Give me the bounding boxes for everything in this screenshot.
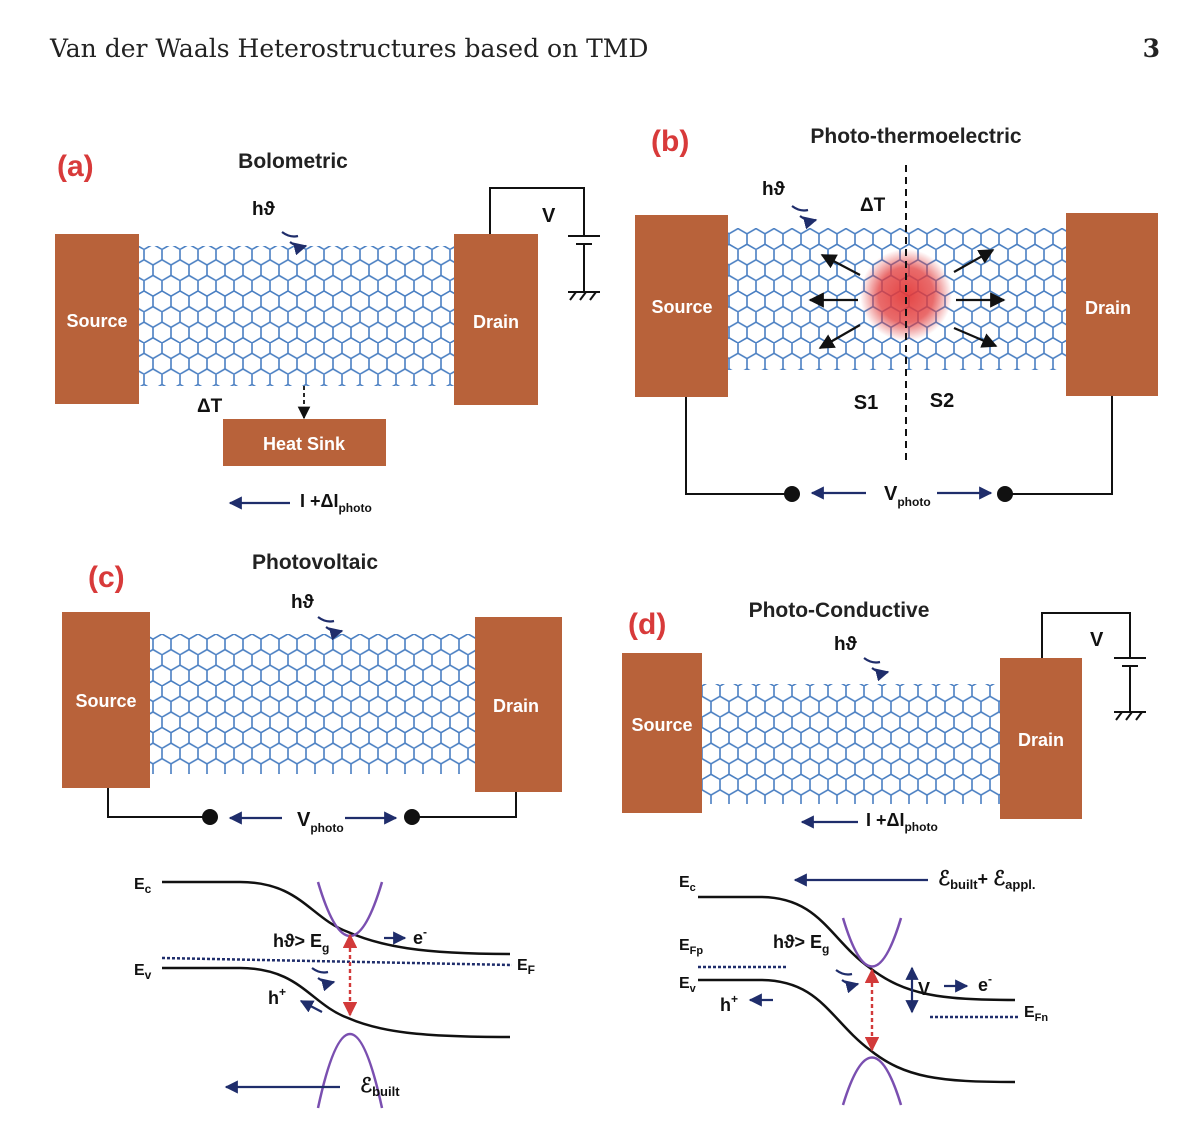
bias-label: V xyxy=(918,979,930,999)
measurement-circuit xyxy=(685,396,1113,495)
photon-label: hϑ xyxy=(762,179,786,200)
terminal-right xyxy=(404,809,420,825)
panel-b-label: (b) xyxy=(651,125,689,158)
measurement-circuit xyxy=(107,788,517,818)
source-electrode xyxy=(635,215,728,397)
source-label: Source xyxy=(66,311,127,331)
voltage-label: V xyxy=(1090,629,1104,651)
panel-b-title: Photo-thermoelectric xyxy=(810,125,1022,148)
heat-spread-arrows xyxy=(808,249,1006,349)
panel-b: (b) Photo-thermoelectric Source Drain hϑ… xyxy=(635,125,1158,509)
drain-label: Drain xyxy=(1018,730,1064,750)
excitation-label: hϑ> Eg xyxy=(773,932,829,956)
excitation-label: hϑ> Eg xyxy=(273,931,329,955)
ec-label: Ec xyxy=(679,874,696,894)
panel-a: (a) Bolometric Source Drain hϑ V ΔT Heat… xyxy=(55,150,600,515)
photon-label: hϑ xyxy=(291,592,315,613)
delta-t-label: ΔT xyxy=(197,396,223,417)
graphene-sheet xyxy=(139,246,454,386)
ef-label: EF xyxy=(517,957,535,977)
drain-electrode xyxy=(1000,658,1082,819)
upper-dirac-cone xyxy=(316,881,384,938)
ec-label: Ec xyxy=(134,876,152,896)
electron-label: e- xyxy=(978,972,992,995)
efp-label: EFp xyxy=(679,937,703,957)
conduction-band xyxy=(162,880,511,956)
band-diagram-c: Ec Ev EF hϑ> Eg e- h+ ℰbuilt xyxy=(134,876,535,1109)
lower-dirac-cone xyxy=(841,1056,903,1106)
terminal-left xyxy=(784,486,800,502)
panel-c-label: (c) xyxy=(88,561,125,594)
photon-arrow xyxy=(311,967,334,983)
graphene-sheet xyxy=(700,684,1000,804)
running-title: Van der Waals Heterostructures based on … xyxy=(49,34,648,63)
drain-label: Drain xyxy=(493,696,539,716)
panel-d-label: (d) xyxy=(628,608,666,641)
battery-symbol xyxy=(489,187,600,301)
drain-label: Drain xyxy=(473,312,519,332)
photon-label: hϑ xyxy=(834,634,858,655)
drain-electrode xyxy=(454,234,538,405)
vphoto-label: Vphoto xyxy=(884,483,931,509)
s2-label: S2 xyxy=(930,390,954,412)
delta-t-label: ΔT xyxy=(860,195,886,216)
source-label: Source xyxy=(651,297,712,317)
photon-label: hϑ xyxy=(252,199,276,220)
source-electrode xyxy=(622,653,702,813)
panel-d-title: Photo-Conductive xyxy=(749,599,930,622)
heat-sink-label: Heat Sink xyxy=(263,434,346,454)
hole-arrow xyxy=(299,1000,323,1013)
panel-a-label: (a) xyxy=(57,150,94,183)
valence-band xyxy=(698,978,1016,1084)
efn-label: EFn xyxy=(1024,1004,1048,1024)
photon-arrow xyxy=(317,616,342,632)
panel-c: (c) Photovoltaic Source Drain hϑ Vphoto … xyxy=(62,551,562,1109)
terminal-right xyxy=(997,486,1013,502)
lower-dirac-cone xyxy=(316,1033,384,1109)
panel-d: (d) Photo-Conductive Source Drain hϑ V I… xyxy=(622,599,1146,1106)
graphene-sheet xyxy=(150,634,475,774)
field-label: ℰbuilt xyxy=(360,1075,400,1099)
photon-arrow xyxy=(835,969,858,985)
terminal-left xyxy=(202,809,218,825)
conduction-band xyxy=(698,895,1016,1002)
ev-label: Ev xyxy=(679,975,697,995)
voltage-label: V xyxy=(542,205,556,227)
heat-sink xyxy=(223,419,386,466)
source-electrode xyxy=(55,234,139,404)
s1-label: S1 xyxy=(854,392,878,414)
drain-electrode xyxy=(1066,213,1158,396)
electron-label: e- xyxy=(413,925,427,948)
page-number: 3 xyxy=(1143,34,1160,63)
photon-arrow xyxy=(281,231,306,247)
current-label: I +ΔIphoto xyxy=(300,491,372,515)
current-label: I +ΔIphoto xyxy=(866,810,938,834)
fermi-level xyxy=(161,956,513,967)
field-label: ℰbuilt+ ℰappl. xyxy=(938,868,1036,892)
source-electrode xyxy=(62,612,150,788)
vphoto-label: Vphoto xyxy=(297,809,344,835)
photon-arrow xyxy=(791,205,816,221)
hole-label: h+ xyxy=(720,992,738,1015)
valence-band xyxy=(162,966,511,1039)
drain-electrode xyxy=(475,617,562,792)
panel-a-title: Bolometric xyxy=(238,150,348,173)
source-label: Source xyxy=(75,691,136,711)
panel-c-title: Photovoltaic xyxy=(252,551,378,574)
hotspot xyxy=(860,249,952,341)
battery-symbol xyxy=(1041,612,1146,721)
source-label: Source xyxy=(631,715,692,735)
drain-label: Drain xyxy=(1085,298,1131,318)
ev-label: Ev xyxy=(134,962,152,982)
upper-dirac-cone xyxy=(841,917,903,968)
hole-label: h+ xyxy=(268,985,286,1008)
photon-arrow xyxy=(863,657,888,673)
band-diagram-d: V e- h+ Ec EFp Ev EFn hϑ> Eg ℰbuilt+ ℰap… xyxy=(679,868,1048,1106)
